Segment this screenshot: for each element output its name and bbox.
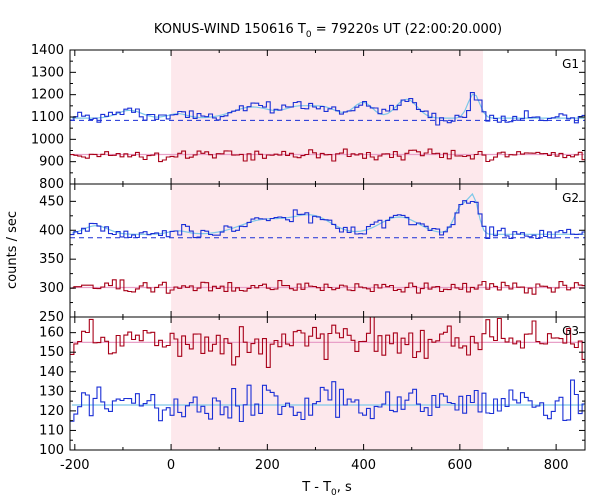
y-tick-label: 1300 bbox=[31, 65, 64, 80]
panel-label: G1 bbox=[562, 57, 579, 71]
y-tick-label: 900 bbox=[39, 155, 64, 170]
x-label-subscript: 0 bbox=[331, 488, 337, 498]
title-subscript: 0 bbox=[306, 30, 312, 40]
y-tick-label: 1100 bbox=[31, 110, 64, 125]
y-axis-label: counts / sec bbox=[5, 211, 20, 289]
y-tick-label: 250 bbox=[39, 310, 64, 325]
x-axis-label: T - T0, s bbox=[301, 480, 352, 498]
y-tick-label: 140 bbox=[39, 365, 64, 380]
upper-step-curve bbox=[70, 92, 585, 126]
lower-step-curve bbox=[70, 279, 585, 295]
highlight-interval bbox=[171, 317, 483, 450]
y-tick-label: 110 bbox=[39, 423, 64, 438]
y-tick-label: 1000 bbox=[31, 132, 64, 147]
lower-step-curve bbox=[70, 379, 585, 423]
y-tick-label: 130 bbox=[39, 384, 64, 399]
y-tick-label: 1200 bbox=[31, 88, 64, 103]
y-tick-label: 450 bbox=[39, 194, 64, 209]
panel-frame bbox=[69, 316, 586, 451]
x-tick-label: 0 bbox=[167, 458, 175, 473]
lower-step-curve bbox=[70, 148, 585, 163]
upper-fit-line bbox=[71, 93, 584, 119]
y-tick-label: 400 bbox=[39, 223, 64, 238]
x-tick-label: -200 bbox=[60, 458, 90, 473]
y-tick-label: 150 bbox=[39, 345, 64, 360]
y-tick-label: 160 bbox=[39, 326, 64, 341]
highlight-interval bbox=[171, 184, 483, 317]
x-label-prefix: T - T bbox=[301, 480, 331, 495]
panel-g1: 800 900 1000 1100 1200 1300 1400 G1 bbox=[31, 43, 586, 192]
upper-fit-line bbox=[71, 192, 584, 235]
x-tick-label: 800 bbox=[544, 458, 569, 473]
upper-step-curve bbox=[70, 316, 585, 368]
panels-group: 80090010001100120013001400G1250300350400… bbox=[31, 43, 586, 473]
x-tick-label: 400 bbox=[351, 458, 376, 473]
title-prefix: KONUS-WIND 150616 T bbox=[154, 22, 306, 37]
y-tick-label: 100 bbox=[39, 443, 64, 458]
y-tick-label: 300 bbox=[39, 281, 64, 296]
panel-g3: 100 110 120 130 140 150 160 G3 bbox=[39, 316, 586, 458]
y-tick-label: 1400 bbox=[31, 43, 64, 58]
x-tick-label: 200 bbox=[255, 458, 280, 473]
panel-g2: 250 300 350 400 450 G2 bbox=[39, 183, 586, 325]
title-suffix: = 79220s UT (22:00:20.000) bbox=[312, 22, 502, 37]
panel-label: G3 bbox=[562, 324, 579, 338]
x-tick-label: 600 bbox=[447, 458, 472, 473]
chart-title: KONUS-WIND 150616 T0 = 79220s UT (22:00:… bbox=[154, 22, 502, 40]
x-label-suffix: , s bbox=[337, 480, 352, 495]
panel-label: G2 bbox=[562, 191, 579, 205]
y-tick-label: 120 bbox=[39, 404, 64, 419]
y-tick-label: 350 bbox=[39, 252, 64, 267]
y-tick-label: 800 bbox=[39, 177, 64, 192]
upper-step-curve bbox=[70, 200, 585, 240]
